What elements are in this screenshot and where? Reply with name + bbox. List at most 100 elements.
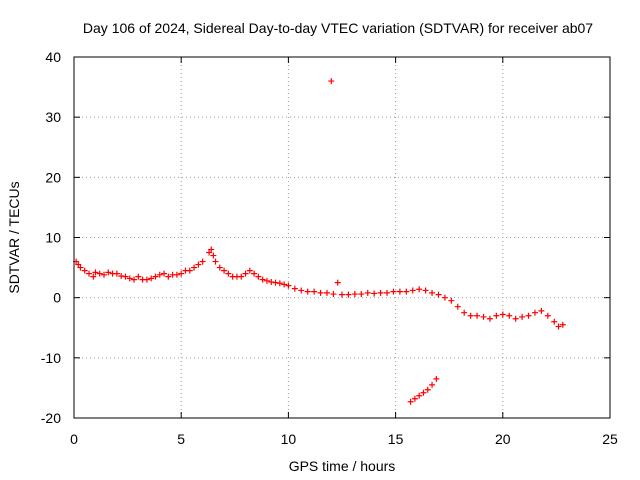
data-point: [216, 264, 223, 271]
data-point: [435, 291, 442, 298]
x-tick-label: 5: [177, 431, 185, 447]
y-axis-label: SDTVAR / TECUs: [6, 181, 22, 293]
data-point: [433, 375, 440, 382]
data-point: [206, 249, 213, 256]
data-point: [409, 287, 416, 294]
data-point: [304, 288, 311, 295]
data-point: [285, 282, 292, 289]
data-point: [358, 291, 365, 298]
x-tick-label: 20: [495, 431, 511, 447]
data-point: [544, 312, 551, 319]
data-point: [493, 312, 500, 319]
y-tick-label: 40: [45, 49, 61, 65]
data-point: [77, 264, 84, 271]
data-point: [259, 276, 266, 283]
x-tick-label: 25: [602, 431, 618, 447]
data-point: [225, 270, 232, 277]
data-point: [101, 271, 108, 278]
data-point: [92, 269, 99, 276]
x-tick-label: 15: [388, 431, 404, 447]
data-point: [238, 273, 245, 280]
data-point: [195, 261, 202, 268]
data-point: [126, 275, 133, 282]
data-point: [165, 273, 172, 280]
data-point: [263, 277, 270, 284]
data-points: [73, 78, 566, 405]
data-point: [291, 285, 298, 292]
data-point: [454, 303, 461, 310]
data-point: [499, 311, 506, 318]
data-point: [212, 258, 219, 265]
data-point: [191, 264, 198, 271]
y-tick-label: 10: [45, 230, 61, 246]
data-point: [272, 279, 279, 286]
data-point: [334, 279, 341, 286]
data-point: [268, 279, 275, 286]
data-point: [173, 271, 180, 278]
data-point: [461, 309, 468, 316]
data-point: [152, 273, 159, 280]
data-point: [339, 291, 345, 298]
axis-ticks: 0 5 10 15 20 25 -20 -10 0 10 20 30 40: [41, 49, 618, 447]
data-point: [390, 288, 397, 295]
data-point: [86, 270, 93, 277]
y-tick-label: 30: [45, 109, 61, 125]
data-point: [407, 398, 414, 405]
data-point: [403, 288, 410, 295]
data-point: [411, 395, 418, 402]
data-point: [364, 289, 371, 296]
grid: [74, 57, 610, 418]
data-point: [317, 289, 324, 296]
data-point: [255, 273, 262, 280]
plot-frame: [73, 56, 611, 419]
data-point: [298, 287, 305, 294]
data-point: [396, 288, 403, 295]
data-point: [351, 291, 358, 298]
data-point: [131, 276, 138, 283]
data-point: [208, 246, 215, 253]
data-point: [161, 270, 168, 277]
data-point: [474, 312, 481, 319]
data-point: [210, 252, 217, 259]
data-point: [467, 312, 474, 319]
y-tick-label: 0: [53, 290, 61, 306]
data-point: [551, 318, 558, 325]
data-point: [416, 286, 423, 293]
data-point: [531, 309, 538, 316]
x-tick-label: 10: [281, 431, 297, 447]
data-point: [384, 289, 391, 296]
data-point: [90, 273, 97, 280]
y-tick-label: -20: [41, 410, 61, 426]
data-point: [113, 270, 120, 277]
data-point: [156, 271, 163, 278]
data-point: [251, 270, 258, 277]
data-point: [311, 288, 318, 295]
data-point: [416, 392, 423, 399]
data-point: [555, 323, 562, 330]
data-point: [429, 381, 436, 388]
data-point: [422, 287, 429, 294]
x-axis-label: GPS time / hours: [289, 458, 396, 474]
data-point: [186, 267, 193, 274]
data-point: [519, 313, 526, 320]
data-point: [143, 276, 150, 283]
data-point: [371, 290, 378, 297]
data-point: [441, 294, 448, 301]
chart-title: Day 106 of 2024, Sidereal Day-to-day VTE…: [83, 20, 593, 36]
data-point: [480, 313, 487, 320]
data-point: [506, 312, 513, 319]
data-point: [118, 273, 125, 280]
data-point: [424, 386, 431, 393]
x-tick-label: 0: [70, 431, 78, 447]
data-point: [81, 267, 88, 274]
data-point: [199, 258, 206, 265]
data-point: [281, 281, 288, 288]
data-point: [75, 261, 82, 268]
y-tick-label: 20: [45, 169, 61, 185]
data-point: [512, 315, 519, 322]
data-point: [538, 307, 545, 314]
y-tick-label: -10: [41, 350, 61, 366]
data-point: [122, 273, 129, 280]
data-point: [486, 315, 493, 322]
